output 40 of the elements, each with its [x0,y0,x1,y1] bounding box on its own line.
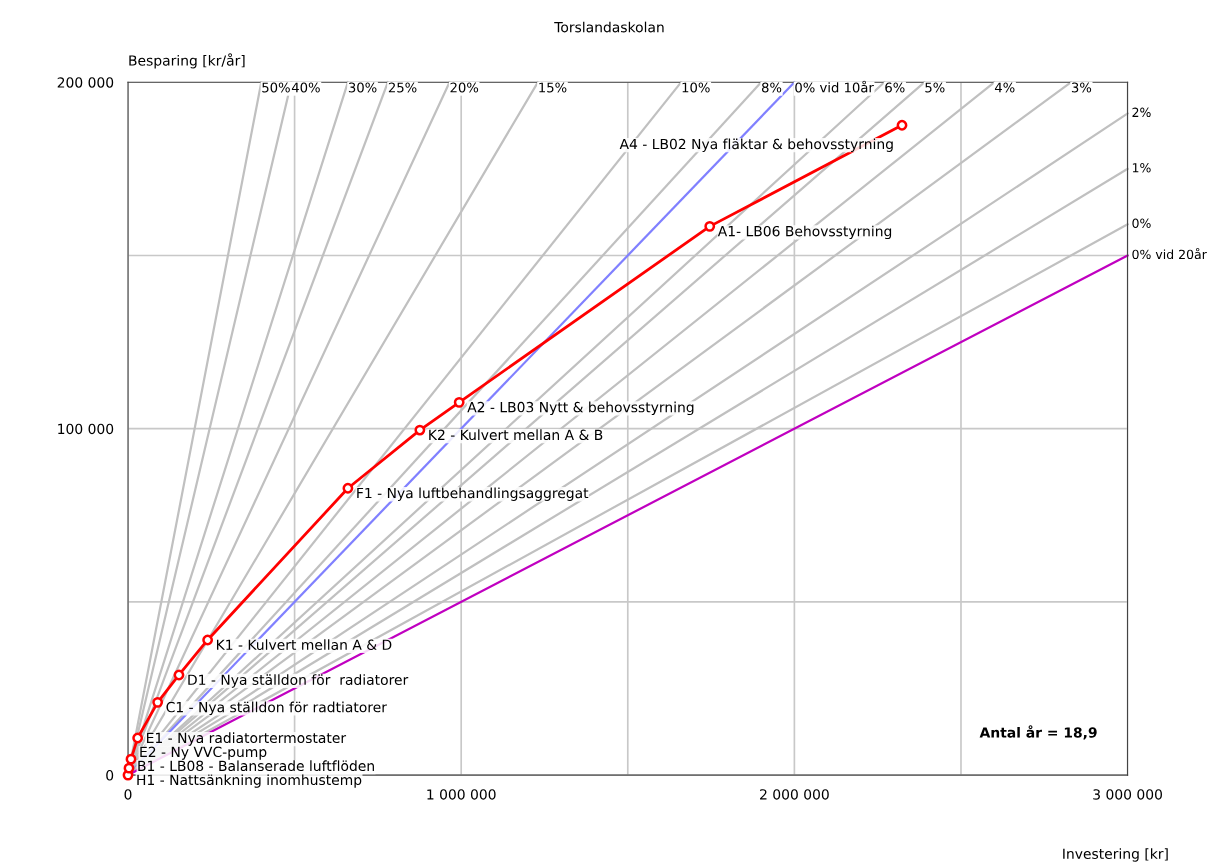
annotation: E1 - Nya radiatortermostater [147,732,347,746]
annotation: H1 - Nattsänkning inomhustemp [137,774,362,788]
annotation: E2 - Ny VVC-pump [140,746,267,760]
series-label: 5% [925,82,945,93]
y-tick-label: 0 [106,770,114,781]
series-label: 0% vid 20år [1132,247,1207,260]
annotation: K2 - Kulvert mellan A & B [429,429,603,441]
annotation: B1 - LB08 - Balanserade luftflöden [138,760,374,772]
series-label: 0% vid 10år [795,80,874,93]
y-tick-label: 200 000 [57,77,114,88]
x-tick-label: 0 [124,789,132,800]
annotation: K1 - Kulvert mellan A & D [216,639,392,650]
annotation: D1 - Nya ställdon för radiatorer [188,674,409,688]
series-label: 30% [348,82,377,93]
annotation: C1 - Nya ställdon för radtiatorer [166,701,387,716]
series-label: 1% [1132,163,1151,173]
series-label: 6% [885,82,905,93]
series-label: 4% [994,82,1015,93]
x-tick-label: 2 000 000 [760,789,829,800]
x-axis-title: Investering [kr] [1063,848,1168,862]
series-label: 40% [291,82,320,93]
series-label: 3% [1071,82,1092,93]
series-label: 25% [388,82,417,93]
annotation: A1- LB06 Behovsstyrning [717,225,892,240]
y-axis-title: Besparing [kr/år] [129,53,245,69]
annotation: Antal år = 18,9 [979,725,1097,740]
series-label: 10% [682,82,710,93]
series-label: 8% [761,82,782,93]
chart-title: Torslandaskolan [554,21,664,33]
series-label: 20% [450,82,479,93]
annotation: A4 - LB02 Nya fläktar & behovsstyrning [619,138,893,152]
x-tick-label: 3 000 000 [1093,789,1162,800]
x-tick-label: 1 000 000 [427,789,496,800]
annotation: A2 - LB03 Nytt & behovsstyrning [467,401,694,416]
series-label: 2% [1132,107,1151,118]
annotation: F1 - Nya luftbehandlingsaggregat [357,487,589,501]
y-tick-label: 100 000 [58,423,114,435]
series-label: 50% [262,82,290,93]
series-label: 15% [539,82,567,93]
series-label: 0% [1132,218,1151,228]
